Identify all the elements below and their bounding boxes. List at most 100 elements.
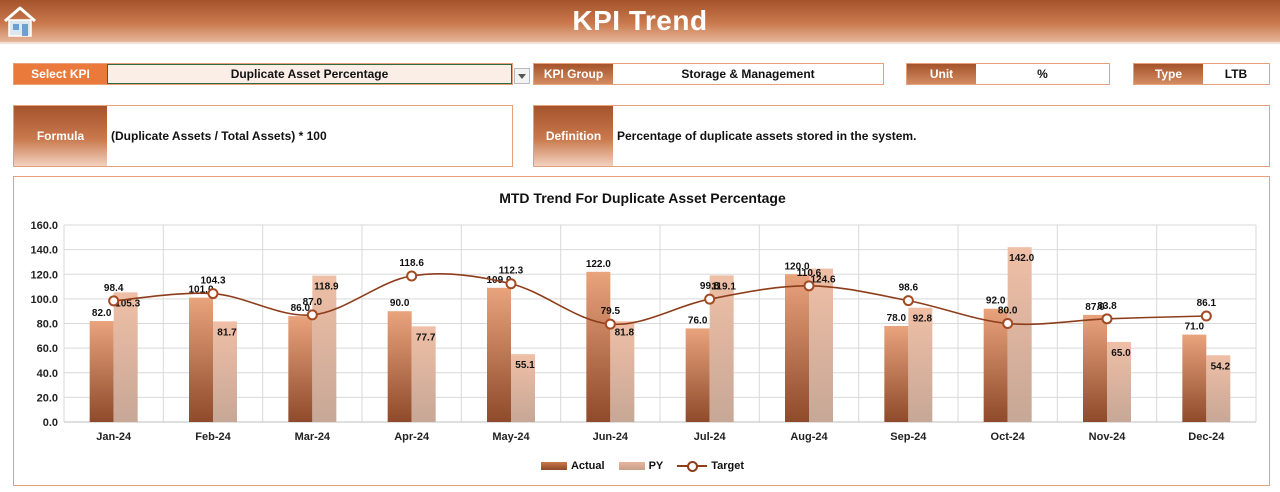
- home-icon[interactable]: [2, 4, 38, 38]
- page-title: KPI Trend: [572, 5, 708, 36]
- y-tick-label: 100.0: [30, 294, 58, 306]
- bar-actual: [89, 321, 114, 422]
- definition-label: Definition: [534, 106, 613, 166]
- data-label-py: 81.7: [217, 327, 237, 338]
- target-point: [207, 288, 219, 300]
- bar-actual: [983, 308, 1008, 422]
- title-bar: KPI Trend: [0, 0, 1280, 44]
- data-label-py: 124.6: [810, 275, 835, 286]
- data-label-actual: 71.0: [1185, 322, 1205, 333]
- x-tick-label: Jun-24: [593, 431, 629, 443]
- target-point: [1101, 313, 1113, 325]
- target-point: [803, 280, 815, 292]
- kpi-group-field: KPI Group Storage & Management: [533, 63, 884, 85]
- select-kpi-label: Select KPI: [14, 64, 107, 84]
- target-point: [306, 309, 318, 321]
- bar-actual: [1083, 314, 1107, 422]
- target-point: [1002, 318, 1014, 329]
- bar-actual: [487, 287, 511, 422]
- bar-actual: [1182, 334, 1207, 422]
- legend-actual-swatch: [540, 462, 567, 470]
- chart-legend: Actual PY Target: [14, 460, 1271, 472]
- data-label-actual: 120.0: [784, 261, 809, 272]
- data-label-target: 86.1: [1197, 298, 1217, 309]
- target-point: [1200, 310, 1212, 322]
- legend-target: Target: [677, 460, 744, 472]
- bar-actual: [586, 271, 611, 422]
- chart-container: 0.0 20.0 40.0 60.0 80.0 100.0 120.0 140.0 160.0 8…: [13, 176, 1270, 486]
- data-label-actual: 122.0: [586, 259, 611, 270]
- bar-py: [312, 275, 337, 422]
- data-label-target: 99.8: [700, 281, 720, 292]
- bar-py: [411, 326, 436, 422]
- data-label-py: 119.1: [711, 281, 736, 292]
- bar-py: [113, 292, 138, 422]
- data-label-py: 118.9: [314, 282, 339, 293]
- y-tick-label: 0.0: [43, 417, 58, 429]
- bar-actual: [189, 297, 213, 422]
- bar-py: [610, 321, 635, 422]
- y-tick-label: 20.0: [37, 392, 58, 404]
- data-label-target: 83.8: [1097, 301, 1117, 312]
- legend-actual: Actual: [540, 460, 605, 472]
- data-label-actual: 86.0: [291, 303, 311, 314]
- trend-chart: 0.0 20.0 40.0 60.0 80.0 100.0 120.0 140.0 160.0 8…: [30, 220, 1257, 443]
- data-label-py: 81.8: [615, 327, 635, 338]
- legend-target-label: Target: [711, 460, 745, 472]
- x-tick-label: May-24: [492, 431, 530, 443]
- data-label-actual: 87.0: [1085, 302, 1105, 313]
- y-tick-label: 40.0: [37, 368, 58, 380]
- select-kpi-field: Select KPI Duplicate Asset Percentage: [13, 63, 513, 85]
- select-kpi-dropdown[interactable]: Duplicate Asset Percentage: [107, 64, 512, 84]
- bar-actual: [685, 328, 710, 422]
- data-label-target: 98.6: [899, 283, 919, 294]
- type-label: Type: [1134, 64, 1203, 84]
- x-tick-label: Oct-24: [991, 431, 1026, 443]
- unit-value: %: [1037, 67, 1048, 81]
- data-label-actual: 90.0: [390, 298, 410, 309]
- chevron-down-icon: [518, 74, 526, 79]
- bar-py: [213, 321, 237, 422]
- data-label-target: 98.4: [104, 283, 124, 294]
- dropdown-button[interactable]: [514, 68, 530, 84]
- legend-target-swatch: [677, 461, 708, 472]
- unit-field: Unit %: [906, 63, 1110, 85]
- y-tick-label: 160.0: [30, 220, 58, 232]
- data-label-py: 55.1: [515, 360, 535, 371]
- bar-actual: [288, 316, 313, 422]
- legend-py-swatch: [618, 462, 645, 470]
- data-label-py: 105.3: [115, 298, 140, 309]
- data-label-target: 87.0: [303, 297, 323, 308]
- x-tick-label: Mar-24: [295, 431, 331, 443]
- data-label-actual: 101.0: [188, 285, 213, 296]
- type-value: LTB: [1224, 67, 1248, 81]
- data-label-target: 118.6: [399, 258, 424, 269]
- data-label-target: 80.0: [998, 306, 1018, 317]
- y-tick-label: 80.0: [37, 319, 58, 331]
- x-tick-label: Nov-24: [1089, 431, 1127, 443]
- data-label-actual: 92.0: [986, 296, 1006, 307]
- chart-title: MTD Trend For Duplicate Asset Percentage: [499, 190, 786, 206]
- target-point: [406, 270, 418, 282]
- type-field: Type LTB: [1133, 63, 1270, 85]
- data-label-py: 65.0: [1111, 348, 1131, 359]
- target-point: [505, 278, 517, 290]
- data-label-target: 79.5: [601, 306, 621, 317]
- data-label-actual: 82.0: [92, 308, 112, 319]
- bar-py: [908, 307, 933, 422]
- x-tick-label: Apr-24: [394, 431, 430, 443]
- x-tick-label: Aug-24: [790, 431, 828, 443]
- target-point: [604, 318, 616, 330]
- data-label-actual: 78.0: [887, 313, 907, 324]
- data-label-target: 104.3: [200, 276, 225, 287]
- formula-box: Formula (Duplicate Assets / Total Assets…: [13, 105, 513, 167]
- data-label-py: 142.0: [1009, 253, 1034, 264]
- data-label-py: 54.2: [1211, 361, 1231, 372]
- data-label-py: 92.8: [913, 314, 933, 325]
- target-point: [704, 293, 716, 305]
- x-tick-label: Dec-24: [1188, 431, 1225, 443]
- x-tick-label: Sep-24: [890, 431, 927, 443]
- target-point: [902, 295, 914, 307]
- legend-actual-label: Actual: [570, 460, 605, 472]
- bar-actual: [884, 325, 909, 422]
